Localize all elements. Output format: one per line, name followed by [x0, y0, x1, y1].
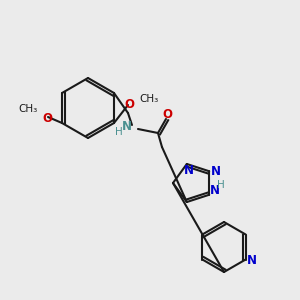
Text: O: O	[42, 112, 52, 124]
Text: O: O	[124, 98, 134, 110]
Text: H: H	[115, 127, 123, 137]
Text: H: H	[217, 180, 225, 190]
Text: CH₃: CH₃	[139, 94, 158, 104]
Text: N: N	[184, 164, 194, 178]
Text: N: N	[122, 121, 132, 134]
Text: N: N	[247, 254, 257, 267]
Text: CH₃: CH₃	[19, 104, 38, 114]
Text: O: O	[162, 109, 172, 122]
Text: N: N	[210, 184, 220, 197]
Text: N: N	[211, 165, 221, 178]
